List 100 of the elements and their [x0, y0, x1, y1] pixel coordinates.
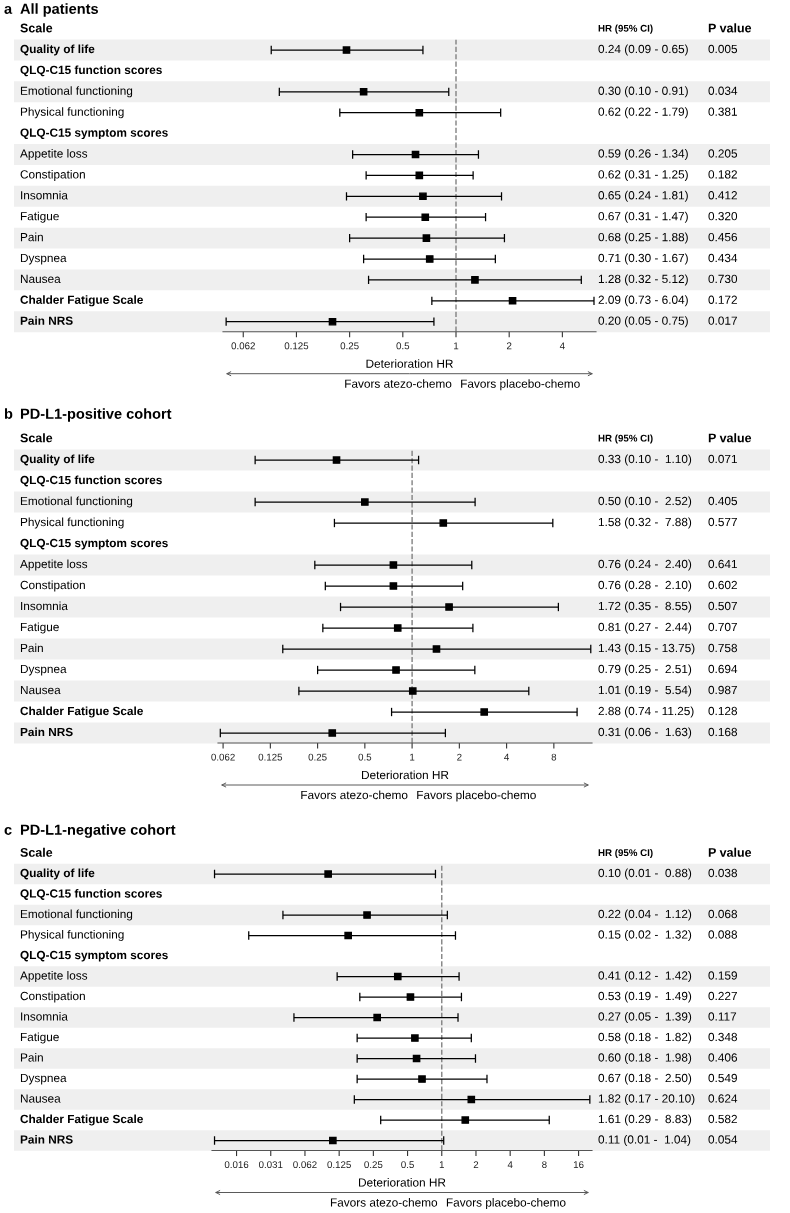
y-tick-label: Constipation — [20, 991, 85, 1003]
text: 0.054 — [708, 1135, 738, 1144]
x-tick-label: 8 — [551, 753, 557, 761]
y-tick-label: Nausea — [20, 1094, 61, 1103]
y-tick-label: Dyspnea — [20, 1073, 67, 1085]
text: 0.434 — [708, 253, 738, 263]
y-tick-label: Pain — [20, 643, 43, 653]
text: Favors atezo-chemo — [301, 790, 408, 800]
x-tick-label: 0.25 — [364, 1161, 383, 1169]
y-tick-label: Pain — [20, 1053, 43, 1062]
data-label: 0.68 (0.25 - 1.88) — [598, 232, 688, 244]
y-tick-label: QLQ-C15 symptom scores — [20, 538, 168, 550]
text: 0.348 — [708, 1032, 738, 1042]
x-tick-label: 0.5 — [396, 342, 410, 350]
data-label: 1.72 (0.35 - 8.55) — [598, 601, 692, 613]
x-tick-label: 2 — [473, 1161, 479, 1168]
data-label: 1.43 (0.15 - 13.75) — [598, 643, 695, 655]
data-label: 0.67 (0.18 - 2.50) — [598, 1073, 692, 1085]
y-tick-label: QLQ-C15 function scores — [20, 475, 162, 487]
y-tick-label: Emotional functioning — [20, 86, 133, 98]
data-label: 0.24 (0.09 - 0.65) — [598, 44, 688, 56]
text: 0.159 — [708, 971, 737, 980]
text: 0.577 — [708, 517, 737, 527]
y-tick-label: Physical functioning — [20, 107, 124, 119]
text: Favors atezo-chemo — [345, 379, 452, 388]
x-tick-label: 0.031 — [258, 1161, 283, 1169]
text: a — [4, 5, 13, 14]
y-tick-label: Emotional functioning — [20, 496, 133, 508]
text: 0.071 — [708, 454, 737, 464]
text: 0.205 — [708, 149, 738, 158]
y-tick-label: Appetite loss — [20, 971, 88, 982]
x-tick-label: 0.5 — [401, 1161, 414, 1169]
data-label: 0.76 (0.28 - 2.10) — [598, 580, 692, 592]
text: Favors placebo-chemo — [417, 790, 536, 802]
y-tick-label: Fatigue — [20, 211, 59, 223]
data-label: 0.71 (0.30 - 1.67) — [598, 253, 688, 265]
text: 0.182 — [708, 170, 737, 179]
y-tick-label: Insomnia — [21, 190, 68, 200]
x-tick-label: 0.016 — [224, 1161, 249, 1169]
text: 0.005 — [708, 44, 738, 54]
data-label: 0.59 (0.26 - 1.34) — [598, 149, 688, 160]
y-tick-label: Insomnia — [21, 1012, 68, 1021]
chart-title: PD-L1-negative cohort — [20, 824, 176, 838]
data-label: 0.67 (0.31 - 1.47) — [598, 211, 688, 223]
y-tick-label: Constipation — [20, 580, 85, 592]
data-label: 1.58 (0.32 - 7.88) — [598, 517, 692, 529]
y-tick-label: Quality of life — [20, 868, 95, 880]
text: 0.172 — [708, 295, 737, 304]
text: 0.707 — [708, 622, 737, 632]
y-tick-label: QLQ-C15 symptom scores — [20, 950, 168, 962]
data-label: 0.15 (0.02 - 1.32) — [598, 930, 692, 941]
y-tick-label: Physical functioning — [20, 517, 124, 529]
text: 0.381 — [708, 107, 737, 116]
data-label: 0.33 (0.10 - 1.10) — [598, 454, 692, 466]
text: 0.624 — [708, 1094, 738, 1103]
x-tick-label: 4 — [507, 1161, 513, 1168]
text: 0.582 — [708, 1114, 737, 1124]
y-tick-label: Pain NRS — [20, 316, 73, 325]
y-tick-label: Quality of life — [20, 44, 95, 56]
data-label: 0.50 (0.10 - 2.52) — [598, 496, 692, 508]
y-tick-label: Nausea — [20, 274, 61, 284]
text: Scale — [20, 847, 53, 857]
y-tick-label: Appetite loss — [20, 149, 88, 160]
y-tick-label: Nausea — [20, 685, 61, 695]
text: 0.641 — [708, 559, 737, 569]
data-label: 1.01 (0.19 - 5.54) — [598, 685, 692, 697]
y-tick-label: Chalder Fatigue Scale — [20, 295, 143, 307]
text: 0.034 — [708, 86, 738, 95]
text: c — [4, 826, 12, 835]
text: Favors placebo-chemo — [446, 1198, 566, 1209]
text: 0.168 — [708, 727, 738, 737]
y-tick-label: Pain — [20, 232, 43, 242]
x-tick-label: 0.25 — [308, 753, 327, 761]
y-tick-label: Dyspnea — [20, 253, 67, 265]
text: 0.068 — [708, 909, 738, 919]
text: 0.412 — [708, 191, 737, 200]
y-tick-label: QLQ-C15 symptom scores — [20, 128, 168, 140]
text: 0.987 — [708, 685, 737, 695]
data-label: 0.81 (0.27 - 2.44) — [598, 622, 692, 634]
y-tick-label: Fatigue — [20, 622, 59, 634]
text: P value — [708, 847, 752, 857]
x-tick-label: 0.125 — [258, 753, 283, 761]
text: P value — [708, 23, 752, 33]
x-tick-label: 2 — [506, 342, 512, 350]
x-tick-label: 0.25 — [340, 342, 359, 350]
x-tick-label: 2 — [457, 753, 462, 761]
x-tick-label: 0.125 — [284, 342, 309, 350]
text: 0.730 — [708, 274, 738, 284]
text: 0.758 — [708, 643, 738, 653]
text: 0.088 — [708, 930, 738, 939]
data-label: 0.65 (0.24 - 1.81) — [598, 190, 688, 202]
data-label: 0.20 (0.05 - 0.75) — [598, 316, 688, 328]
data-label: 0.41 (0.12 - 1.42) — [598, 971, 692, 982]
text: Favors atezo-chemo — [330, 1198, 438, 1207]
text: Scale — [20, 433, 53, 443]
data-label: 0.10 (0.01 - 0.88) — [598, 868, 692, 880]
text: PD-L1-positive cohort — [20, 408, 172, 422]
text: 0.406 — [708, 1053, 738, 1062]
y-tick-label: Emotional functioning — [20, 909, 133, 921]
text: 0.017 — [708, 316, 737, 325]
